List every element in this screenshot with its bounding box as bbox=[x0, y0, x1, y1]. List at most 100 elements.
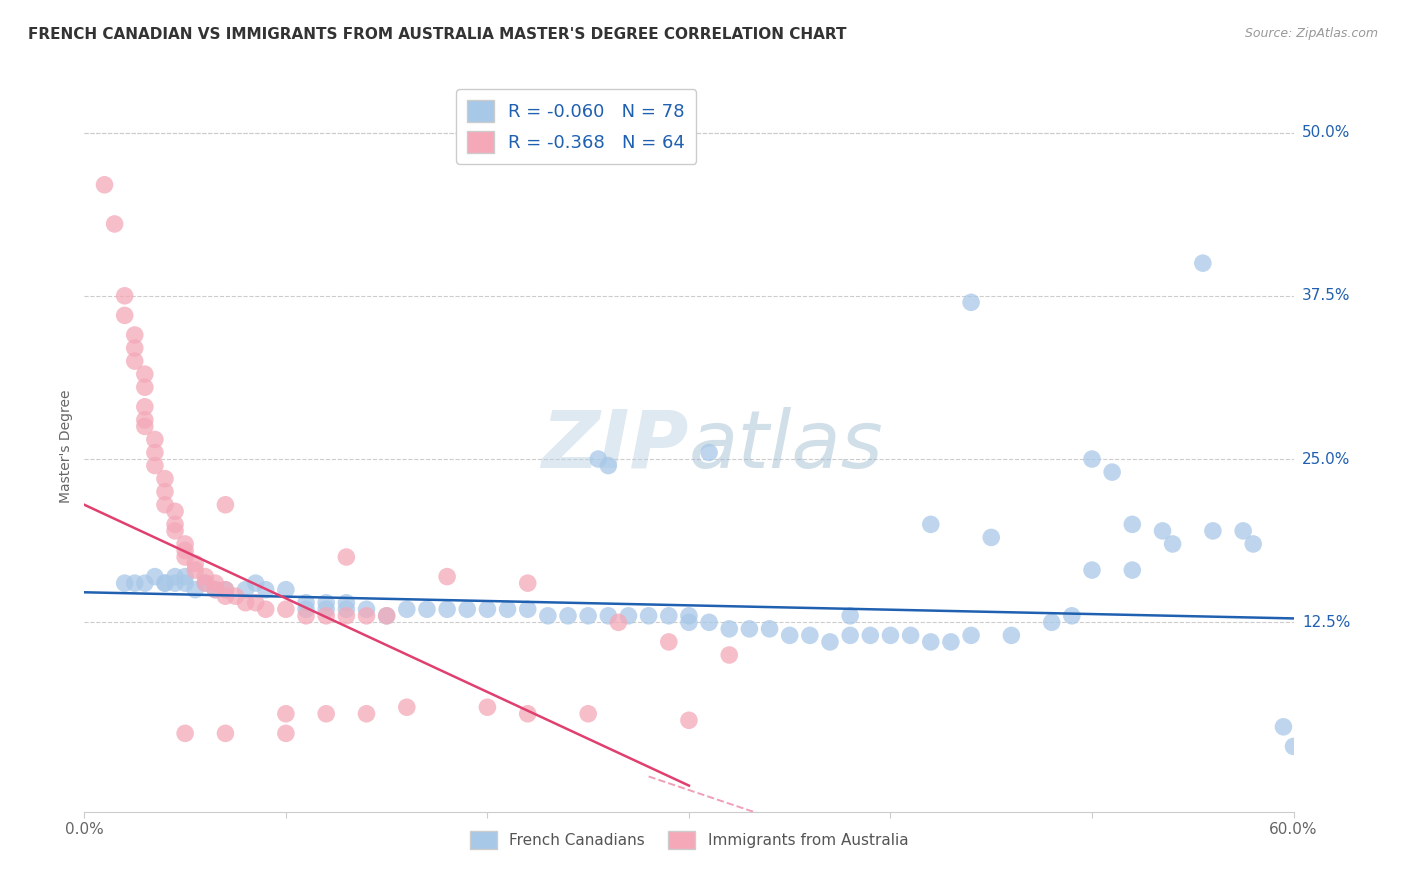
Point bbox=[153, 484, 176, 499]
Point bbox=[900, 628, 922, 642]
Point bbox=[758, 622, 780, 636]
Point bbox=[537, 608, 560, 623]
Point bbox=[697, 445, 720, 459]
Point bbox=[1282, 739, 1305, 754]
Point bbox=[356, 608, 378, 623]
Point bbox=[557, 608, 579, 623]
Point bbox=[153, 576, 176, 591]
Point bbox=[738, 622, 761, 636]
Point bbox=[879, 628, 901, 642]
Text: ZIP: ZIP bbox=[541, 407, 689, 485]
Point bbox=[1060, 608, 1083, 623]
Legend: French Canadians, Immigrants from Australia: French Canadians, Immigrants from Austra… bbox=[464, 824, 914, 855]
Point bbox=[1202, 524, 1225, 538]
Point bbox=[235, 596, 257, 610]
Point bbox=[295, 602, 318, 616]
Point bbox=[174, 569, 197, 583]
Point bbox=[456, 602, 478, 616]
Point bbox=[678, 608, 700, 623]
Point bbox=[335, 608, 357, 623]
Point bbox=[588, 452, 610, 467]
Point bbox=[315, 602, 337, 616]
Point bbox=[134, 380, 156, 394]
Point bbox=[1241, 537, 1264, 551]
Point bbox=[134, 413, 156, 427]
Point bbox=[165, 569, 187, 583]
Point bbox=[315, 706, 337, 721]
Point bbox=[134, 400, 156, 414]
Point bbox=[718, 622, 741, 636]
Point bbox=[718, 648, 741, 662]
Point bbox=[516, 602, 538, 616]
Point bbox=[153, 472, 176, 486]
Point bbox=[939, 635, 962, 649]
Point bbox=[839, 608, 862, 623]
Point bbox=[274, 726, 297, 740]
Point bbox=[598, 608, 620, 623]
Point bbox=[295, 608, 318, 623]
Point bbox=[165, 517, 187, 532]
Point bbox=[799, 628, 821, 642]
Point bbox=[516, 576, 538, 591]
Point bbox=[295, 596, 318, 610]
Point bbox=[375, 608, 398, 623]
Point bbox=[93, 178, 115, 192]
Point bbox=[356, 706, 378, 721]
Point bbox=[1081, 563, 1104, 577]
Point bbox=[335, 596, 357, 610]
Text: atlas: atlas bbox=[689, 407, 884, 485]
Point bbox=[214, 582, 236, 597]
Point bbox=[165, 524, 187, 538]
Point bbox=[516, 706, 538, 721]
Point bbox=[143, 445, 166, 459]
Point bbox=[174, 543, 197, 558]
Point bbox=[477, 602, 499, 616]
Point bbox=[214, 726, 236, 740]
Point bbox=[174, 726, 197, 740]
Point bbox=[114, 289, 136, 303]
Point bbox=[779, 628, 801, 642]
Point bbox=[658, 635, 681, 649]
Point bbox=[204, 576, 226, 591]
Point bbox=[124, 354, 146, 368]
Point bbox=[143, 458, 166, 473]
Point bbox=[576, 608, 599, 623]
Point bbox=[920, 517, 942, 532]
Point bbox=[184, 563, 207, 577]
Point bbox=[1272, 720, 1295, 734]
Point bbox=[174, 549, 197, 564]
Point bbox=[617, 608, 640, 623]
Point bbox=[637, 608, 659, 623]
Point bbox=[274, 602, 297, 616]
Point bbox=[214, 589, 236, 603]
Point bbox=[174, 537, 197, 551]
Point bbox=[143, 569, 166, 583]
Point bbox=[194, 576, 217, 591]
Point bbox=[1161, 537, 1184, 551]
Point bbox=[235, 582, 257, 597]
Point bbox=[1000, 628, 1022, 642]
Point bbox=[375, 608, 398, 623]
Point bbox=[143, 433, 166, 447]
Point bbox=[134, 367, 156, 381]
Point bbox=[315, 608, 337, 623]
Point bbox=[436, 602, 458, 616]
Point bbox=[153, 498, 176, 512]
Point bbox=[920, 635, 942, 649]
Point bbox=[960, 628, 983, 642]
Point bbox=[114, 576, 136, 591]
Point bbox=[204, 582, 226, 597]
Point bbox=[104, 217, 127, 231]
Text: 37.5%: 37.5% bbox=[1302, 288, 1350, 303]
Point bbox=[395, 700, 418, 714]
Point bbox=[225, 589, 247, 603]
Text: 12.5%: 12.5% bbox=[1302, 615, 1350, 630]
Point bbox=[254, 602, 277, 616]
Point bbox=[124, 576, 146, 591]
Point bbox=[204, 582, 226, 597]
Point bbox=[1152, 524, 1174, 538]
Point bbox=[980, 530, 1002, 544]
Point bbox=[1192, 256, 1215, 270]
Point bbox=[315, 596, 337, 610]
Point bbox=[678, 714, 700, 728]
